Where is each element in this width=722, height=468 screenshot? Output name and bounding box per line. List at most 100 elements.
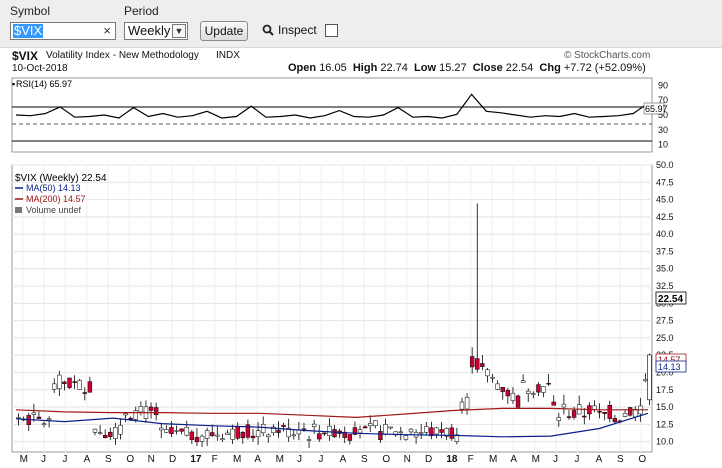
candle	[153, 402, 159, 421]
candle	[164, 425, 169, 434]
candle	[133, 406, 138, 423]
exchange-label: INDX	[216, 50, 240, 61]
price-tick-label: 17.5	[656, 385, 674, 395]
close-value: 22.54	[505, 62, 534, 74]
candle	[82, 387, 88, 401]
candle	[72, 375, 77, 389]
x-tick-label: O	[382, 454, 390, 465]
brand-label: © StockCharts.com	[564, 50, 651, 61]
close-tag: 22.54	[658, 294, 683, 305]
candle	[199, 434, 205, 447]
legend-volume: Volume undef	[26, 205, 82, 215]
candle	[566, 410, 572, 420]
candle	[622, 410, 628, 418]
candle	[87, 376, 93, 393]
ma50-tag: 14.13	[658, 362, 681, 372]
x-tick-label: J	[553, 454, 558, 465]
legend-ma50: MA(50) 14.13	[26, 183, 81, 193]
price-tick-label: 12.5	[656, 419, 674, 429]
candle-last	[647, 353, 652, 406]
candle	[215, 426, 220, 441]
chart-date: 10-Oct-2018	[12, 63, 68, 74]
candle	[520, 374, 526, 383]
candle	[388, 426, 393, 430]
candle	[210, 424, 215, 438]
candle	[587, 402, 592, 420]
period-select[interactable]: Weekly ▼	[124, 22, 188, 40]
price-tick-label: 22.5	[656, 350, 674, 360]
rsi-tick-label: 30	[658, 125, 668, 135]
candle	[551, 395, 556, 406]
legend-price: $VIX (Weekly) 22.54	[15, 173, 107, 184]
clear-icon[interactable]: ×	[103, 23, 111, 38]
candle	[255, 422, 261, 445]
symbol-input[interactable]: $VIX ×	[10, 22, 116, 40]
candle	[266, 433, 271, 443]
candle	[444, 427, 449, 441]
rsi-panel: 90 70 50 30 10 65.97 RSI(14) 65.97 ▪	[11, 77, 668, 153]
rsi-value-tag: 65.97	[645, 104, 668, 114]
rsi-axis: 90 70 50 30 10	[658, 80, 668, 149]
candle	[571, 406, 577, 420]
candle	[434, 426, 439, 439]
price-tick-label: 37.5	[656, 246, 674, 256]
candle	[52, 378, 57, 393]
ma200-line	[15, 407, 648, 419]
candle	[505, 387, 511, 404]
x-tick-label: M	[233, 454, 241, 465]
price-panel: 50.0 47.5 45.0 42.5 40.0 37.5 35.0 32.5 30.0 27.5…	[11, 160, 674, 465]
x-tick-label: J	[297, 454, 302, 465]
period-label: Period	[124, 4, 159, 18]
candle	[510, 387, 516, 404]
price-tick-label: 35.0	[656, 264, 674, 274]
inspect-label: Inspect	[278, 23, 317, 37]
candle	[296, 421, 302, 441]
price-grid	[12, 164, 652, 452]
candle	[271, 424, 276, 436]
price-tick-label: 10.0	[656, 437, 674, 447]
candle	[546, 373, 551, 386]
price-tick-label: 25.0	[656, 333, 674, 343]
candle	[418, 423, 424, 439]
candle	[204, 427, 210, 446]
x-tick-label: A	[510, 454, 517, 465]
candle	[617, 419, 623, 424]
x-tick-label: A	[596, 454, 603, 465]
candle	[393, 431, 398, 438]
x-axis: M J J A S O N D 17 F M A M J J A S O N D 18 F M A M J J A S O	[20, 454, 647, 465]
candle	[424, 422, 429, 435]
ohlc-readout: Open 16.05 High 22.74 Low 15.27 Close 22…	[288, 62, 646, 74]
candle	[143, 400, 149, 423]
candle	[643, 373, 648, 383]
rsi-tick-label: 50	[658, 110, 668, 120]
low-value: 15.27	[439, 62, 467, 74]
candle	[541, 386, 546, 398]
candlesticks	[16, 203, 652, 449]
legend-ma200: MA(200) 14.57	[26, 194, 86, 204]
candle	[362, 425, 368, 429]
inspect-toggle[interactable]: Inspect	[262, 23, 338, 37]
candle	[276, 421, 281, 438]
x-tick-label: J	[62, 454, 67, 465]
candle	[429, 421, 434, 440]
candle	[225, 429, 230, 435]
inspect-checkbox[interactable]	[324, 23, 338, 37]
chg-label: Chg	[539, 62, 561, 74]
candle	[526, 388, 531, 402]
x-tick-label: A	[340, 454, 347, 465]
candle	[612, 414, 618, 424]
candle	[220, 433, 225, 442]
x-tick-label: M	[20, 454, 28, 465]
x-tick-label: S	[361, 454, 368, 465]
candle	[576, 395, 582, 415]
candle	[67, 377, 72, 389]
x-tick-label: S	[105, 454, 112, 465]
candle	[515, 394, 521, 408]
update-button[interactable]: Update	[200, 21, 248, 41]
candle	[357, 425, 363, 439]
candle	[306, 435, 312, 449]
period-value: Weekly	[128, 23, 171, 38]
candle	[123, 412, 128, 423]
chevron-down-icon[interactable]: ▼	[172, 24, 186, 38]
candle	[327, 418, 332, 441]
